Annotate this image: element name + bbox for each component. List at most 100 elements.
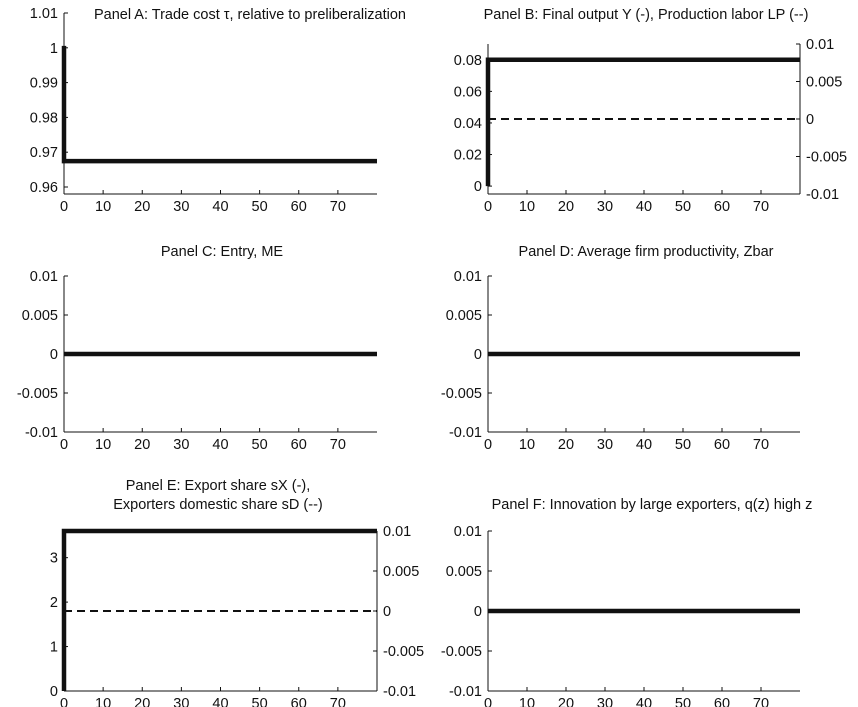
y-tick-label-right: 0 <box>383 604 391 620</box>
x-tick-label: 20 <box>558 199 574 215</box>
x-tick-label: 30 <box>597 696 613 707</box>
x-tick-label: 0 <box>484 696 492 707</box>
series-line-solid <box>485 57 800 187</box>
x-tick-label: 10 <box>519 696 535 707</box>
y-tick-label: 0.02 <box>454 148 482 164</box>
x-tick-label: 40 <box>212 199 228 215</box>
x-tick-label: 30 <box>597 199 613 215</box>
x-tick-label: 40 <box>636 437 652 453</box>
y-tick-label-right: 0 <box>806 112 814 128</box>
y-tick-label: 0.005 <box>446 308 482 324</box>
y-tick-label: -0.01 <box>449 684 482 700</box>
y-tick-label-right: -0.005 <box>383 644 424 660</box>
x-tick-label: 0 <box>60 696 68 707</box>
y-tick-label: 0 <box>474 179 482 195</box>
x-tick-label: 30 <box>597 437 613 453</box>
y-tick-label-right: 0.005 <box>383 564 419 580</box>
panel-title: Panel B: Final output Y (-), Production … <box>484 7 809 23</box>
x-tick-label: 30 <box>173 437 189 453</box>
x-tick-label: 70 <box>330 199 346 215</box>
x-tick-label: 40 <box>212 437 228 453</box>
series-line-solid <box>61 528 377 691</box>
y-tick-label: 1 <box>50 41 58 57</box>
x-tick-label: 60 <box>291 437 307 453</box>
y-tick-label: 0.99 <box>30 76 58 92</box>
x-tick-label: 20 <box>134 199 150 215</box>
y-tick-label: -0.005 <box>441 386 482 402</box>
x-tick-label: 0 <box>60 199 68 215</box>
x-tick-label: 20 <box>558 437 574 453</box>
y-tick-label: 3 <box>50 551 58 567</box>
x-tick-label: 40 <box>212 696 228 707</box>
panel-title: Panel F: Innovation by large exporters, … <box>492 497 813 513</box>
y-tick-label: -0.01 <box>25 425 58 441</box>
x-tick-label: 0 <box>484 199 492 215</box>
x-tick-label: 70 <box>753 696 769 707</box>
y-tick-label: -0.005 <box>17 386 58 402</box>
panel-d: Panel D: Average firm productivity, Zbar… <box>441 244 800 453</box>
y-tick-label: 1 <box>50 640 58 656</box>
y-tick-label: 0.04 <box>454 116 482 132</box>
x-tick-label: 10 <box>519 437 535 453</box>
y-tick-label: 0.08 <box>454 53 482 69</box>
x-tick-label: 20 <box>134 437 150 453</box>
y-tick-label: 0.01 <box>30 269 58 285</box>
x-tick-label: 70 <box>330 696 346 707</box>
x-tick-label: 40 <box>636 199 652 215</box>
series-line-solid <box>61 45 377 164</box>
y-tick-label: 0 <box>50 684 58 700</box>
x-tick-label: 60 <box>714 696 730 707</box>
x-tick-label: 60 <box>291 696 307 707</box>
x-tick-label: 10 <box>95 199 111 215</box>
y-tick-label: 0.97 <box>30 145 58 161</box>
y-tick-label-right: -0.01 <box>806 187 839 203</box>
panel-e: Panel E: Export share sX (-), Exporters d… <box>50 478 424 707</box>
panel-a: Panel A: Trade cost τ, relative to preli… <box>30 6 406 215</box>
x-tick-label: 10 <box>95 437 111 453</box>
y-tick-label: 0.98 <box>30 110 58 126</box>
y-tick-label-right: 0.01 <box>806 37 834 53</box>
y-tick-label: 0.96 <box>30 180 58 196</box>
panel-title: Panel A: Trade cost τ, relative to preli… <box>94 7 406 23</box>
x-tick-label: 10 <box>519 199 535 215</box>
x-tick-label: 70 <box>330 437 346 453</box>
panel-title: Panel E: Export share sX (-), <box>126 478 311 494</box>
x-tick-label: 70 <box>753 437 769 453</box>
x-tick-label: 0 <box>60 437 68 453</box>
x-tick-label: 50 <box>252 696 268 707</box>
y-tick-label: 1.01 <box>30 6 58 22</box>
y-tick-label: 0.06 <box>454 84 482 100</box>
panel-title: Exporters domestic share sD (--) <box>113 497 323 513</box>
y-tick-label: 0.01 <box>454 524 482 540</box>
x-tick-label: 50 <box>675 437 691 453</box>
y-tick-label: 0 <box>50 347 58 363</box>
x-tick-label: 60 <box>291 199 307 215</box>
y-tick-label-right: -0.01 <box>383 684 416 700</box>
y-tick-label: 0.01 <box>454 269 482 285</box>
panel-title: Panel D: Average firm productivity, Zbar <box>519 244 774 260</box>
panel-c: Panel C: Entry, ME 0 10 20 30 40 50 60 70 0.01 0.0… <box>17 244 377 453</box>
y-tick-label: 0.005 <box>22 308 58 324</box>
y-tick-label: -0.005 <box>441 644 482 660</box>
y-tick-label-right: 0.005 <box>806 75 842 91</box>
x-tick-label: 60 <box>714 199 730 215</box>
x-tick-label: 30 <box>173 696 189 707</box>
x-tick-label: 20 <box>558 696 574 707</box>
panel-f: Panel F: Innovation by large exporters, … <box>441 497 813 707</box>
x-tick-label: 50 <box>252 199 268 215</box>
x-tick-label: 60 <box>714 437 730 453</box>
y-tick-label: -0.01 <box>449 425 482 441</box>
x-tick-label: 50 <box>675 696 691 707</box>
y-tick-label: 2 <box>50 595 58 611</box>
x-tick-label: 0 <box>484 437 492 453</box>
x-tick-label: 50 <box>675 199 691 215</box>
y-tick-label: 0 <box>474 347 482 363</box>
x-tick-label: 40 <box>636 696 652 707</box>
x-tick-label: 20 <box>134 696 150 707</box>
y-tick-label-right: -0.005 <box>806 150 847 166</box>
x-tick-label: 50 <box>252 437 268 453</box>
x-tick-label: 10 <box>95 696 111 707</box>
y-tick-label: 0.005 <box>446 564 482 580</box>
y-tick-label-right: 0.01 <box>383 524 411 540</box>
